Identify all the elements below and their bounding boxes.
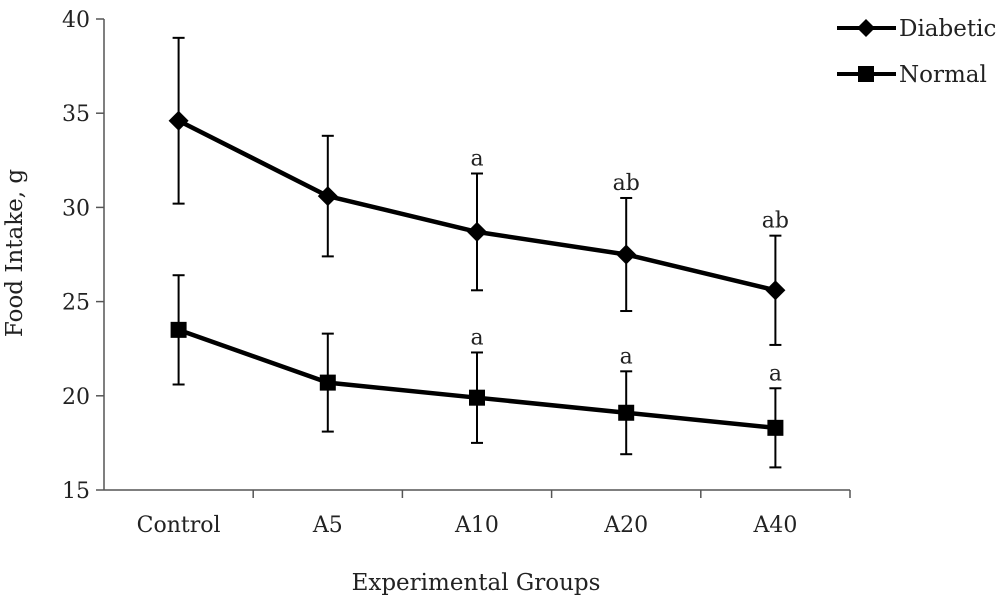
y-tick-label: 25 — [62, 291, 90, 316]
data-point — [317, 186, 338, 207]
data-point — [765, 280, 786, 301]
significance-label: a — [620, 344, 633, 369]
significance-label: a — [470, 325, 483, 350]
y-tick-label: 15 — [62, 479, 90, 504]
data-point — [469, 389, 485, 406]
y-tick-label: 20 — [62, 385, 90, 410]
y-axis-label: Food Intake, g — [2, 169, 28, 337]
x-axis-label: Experimental Groups — [352, 570, 601, 596]
data-point — [319, 374, 336, 391]
y-tick-label: 30 — [62, 196, 90, 221]
series-normal: a a a — [170, 274, 784, 469]
legend-marker — [857, 19, 875, 37]
significance-label: a — [769, 361, 782, 386]
data-point — [616, 244, 637, 265]
x-tick-label: A40 — [752, 513, 797, 538]
x-tick-label: A10 — [454, 513, 499, 538]
data-point — [168, 110, 189, 131]
x-tick-label: Control — [137, 513, 221, 538]
data-point — [767, 419, 784, 436]
legend: Diabetic Normal — [837, 16, 996, 88]
y-tick-label: 35 — [62, 102, 90, 127]
x-tick-label: A5 — [312, 513, 343, 538]
legend-label: Diabetic — [899, 16, 996, 42]
significance-label: a — [470, 146, 483, 171]
data-point — [467, 221, 487, 242]
legend-label: Normal — [899, 62, 987, 88]
data-point — [618, 404, 635, 421]
legend-item-normal: Normal — [837, 62, 987, 88]
y-tick-label: 40 — [62, 8, 90, 33]
significance-label: ab — [762, 209, 789, 234]
legend-marker — [858, 66, 874, 82]
data-point — [170, 321, 187, 338]
significance-label: ab — [613, 171, 640, 196]
legend-item-diabetic: Diabetic — [837, 16, 996, 42]
series-layer: a ab ab a a a — [168, 36, 789, 469]
series-diabetic: a ab ab — [168, 36, 789, 346]
axes: 15 20 25 30 35 40 Control A5 A10 A20 A40 — [62, 8, 851, 538]
x-tick-label: A20 — [603, 513, 648, 538]
